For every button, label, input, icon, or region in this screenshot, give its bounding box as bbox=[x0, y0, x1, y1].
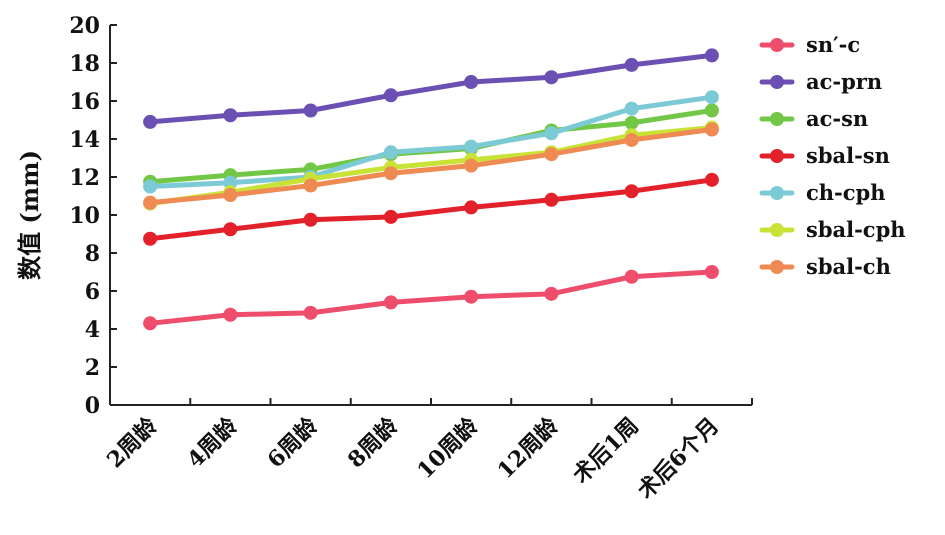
series-line bbox=[147, 177, 715, 242]
x-tick-label: 2周龄 bbox=[102, 412, 163, 473]
data-point bbox=[223, 307, 238, 322]
data-point bbox=[704, 122, 719, 137]
y-tick-label: 6 bbox=[85, 279, 100, 305]
x-tick-label: 4周龄 bbox=[182, 412, 243, 473]
x-tick-label: 术后6个月 bbox=[633, 413, 724, 504]
data-point bbox=[544, 70, 559, 85]
data-point bbox=[544, 192, 559, 207]
legend-label: ac-prn bbox=[806, 69, 882, 94]
legend-swatch-marker bbox=[770, 260, 784, 274]
data-point bbox=[383, 88, 398, 103]
legend-swatch-marker bbox=[770, 186, 784, 200]
legend-swatch-marker bbox=[770, 38, 784, 52]
data-point bbox=[143, 195, 158, 210]
data-point bbox=[303, 178, 318, 193]
y-tick-label: 10 bbox=[69, 203, 100, 229]
data-point bbox=[303, 305, 318, 320]
data-point bbox=[383, 145, 398, 160]
data-point bbox=[143, 179, 158, 194]
data-point bbox=[223, 108, 238, 123]
x-tick-label: 6周龄 bbox=[263, 412, 324, 473]
legend-label: sbal-ch bbox=[806, 254, 891, 279]
series-sn′-c bbox=[143, 265, 719, 331]
legend-item: sn′-c bbox=[759, 32, 860, 57]
data-point bbox=[624, 184, 639, 199]
y-tick-label: 12 bbox=[69, 165, 100, 191]
data-point bbox=[624, 269, 639, 284]
legend-item: sbal-sn bbox=[759, 143, 890, 168]
legend-item: ac-sn bbox=[759, 106, 868, 131]
data-point bbox=[544, 147, 559, 162]
data-point bbox=[624, 115, 639, 130]
legend-item: sbal-ch bbox=[759, 254, 891, 279]
data-point bbox=[464, 200, 479, 215]
legend-swatch-marker bbox=[770, 75, 784, 89]
legend-item: sbal-cph bbox=[759, 217, 906, 242]
data-point bbox=[544, 126, 559, 141]
data-point bbox=[383, 166, 398, 181]
x-tick-label: 术后1周 bbox=[568, 413, 644, 489]
y-tick-label: 14 bbox=[69, 127, 100, 153]
series-line bbox=[147, 52, 715, 125]
legend-label: sbal-sn bbox=[806, 143, 890, 168]
data-point bbox=[143, 316, 158, 331]
legend-label: ch-cph bbox=[806, 180, 886, 205]
data-point bbox=[303, 212, 318, 227]
data-point bbox=[624, 101, 639, 116]
legend-swatch-marker bbox=[770, 149, 784, 163]
data-point bbox=[704, 172, 719, 187]
data-point bbox=[704, 90, 719, 105]
data-point bbox=[464, 139, 479, 154]
y-tick-label: 16 bbox=[69, 89, 100, 115]
legend-item: ch-cph bbox=[759, 180, 886, 205]
series-line bbox=[147, 269, 715, 326]
x-tick-label: 12周龄 bbox=[492, 412, 564, 484]
legend-label: sn′-c bbox=[806, 32, 860, 57]
y-tick-label: 8 bbox=[85, 241, 100, 267]
series-line bbox=[147, 94, 715, 189]
legend-label: ac-sn bbox=[806, 106, 868, 131]
x-tick-label: 8周龄 bbox=[343, 412, 404, 473]
legend-label: sbal-cph bbox=[806, 217, 906, 242]
data-point bbox=[223, 222, 238, 237]
data-point bbox=[704, 103, 719, 118]
legend-swatch-marker bbox=[770, 223, 784, 237]
y-tick-label: 20 bbox=[69, 13, 100, 39]
series-sbal-ch bbox=[143, 122, 719, 210]
series-sbal-sn bbox=[143, 172, 719, 246]
data-point bbox=[624, 57, 639, 72]
data-point bbox=[464, 75, 479, 89]
x-tick-label: 10周龄 bbox=[412, 412, 484, 484]
data-point bbox=[303, 103, 318, 118]
y-tick-label: 18 bbox=[69, 51, 100, 77]
data-point bbox=[223, 188, 238, 203]
data-point bbox=[143, 231, 158, 246]
data-point bbox=[464, 289, 479, 304]
data-point bbox=[544, 286, 559, 301]
y-tick-label: 0 bbox=[85, 393, 100, 419]
series-ac-prn bbox=[143, 48, 719, 129]
axes: 0 2 4 6 8 10 12 14 16 18 20 2周龄 4周龄 6周龄 8周龄 10周龄 12周龄 术后1… bbox=[69, 13, 753, 504]
data-point bbox=[464, 158, 479, 173]
series-layer bbox=[143, 48, 719, 331]
legend-item: ac-prn bbox=[759, 69, 882, 94]
y-tick-label: 2 bbox=[85, 355, 100, 381]
data-point bbox=[383, 209, 398, 224]
data-point bbox=[624, 132, 639, 147]
y-axis-label: 数值 (mm) bbox=[15, 150, 44, 280]
legend: sn′-c ac-prn ac-sn sbal-sn ch-cph sbal-cph sba… bbox=[759, 32, 906, 279]
legend-swatch-marker bbox=[770, 112, 784, 126]
series-line bbox=[147, 127, 715, 206]
data-point bbox=[704, 48, 719, 63]
series-line bbox=[147, 125, 715, 207]
data-point bbox=[704, 265, 719, 279]
data-point bbox=[383, 295, 398, 310]
y-tick-label: 4 bbox=[85, 317, 100, 343]
data-point bbox=[143, 114, 158, 129]
